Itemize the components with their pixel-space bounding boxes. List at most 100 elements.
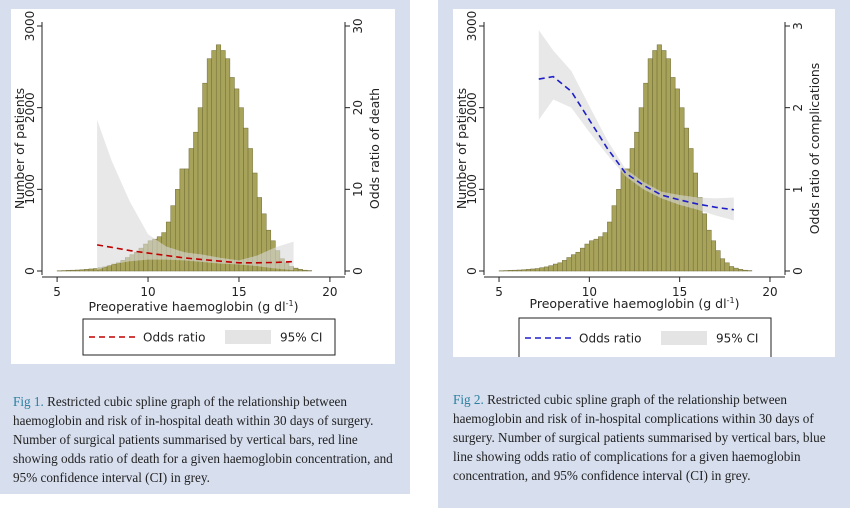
histogram-bar: [229, 77, 235, 272]
histogram-bar: [706, 229, 712, 272]
histogram-bar: [670, 77, 676, 272]
y-right-axis-title: Odds ratio of death: [367, 88, 382, 209]
x-tick-label: 20: [322, 285, 337, 299]
figure-2-panel: 5 10 15 20 0 1000 2000 3000 0 1 2 3 Number of patien…: [438, 0, 850, 508]
histogram-bar: [729, 266, 735, 272]
histogram-bar: [580, 247, 586, 272]
histogram-bar: [679, 107, 685, 272]
histogram-bar: [724, 262, 730, 272]
histogram-bar: [548, 265, 554, 272]
histogram-bar: [543, 266, 549, 272]
histogram-bar: [211, 50, 217, 272]
y-left-tick-label: 1000: [465, 174, 479, 205]
histogram-bar: [512, 269, 518, 272]
y-right-tick-label: 0: [791, 267, 805, 275]
histogram-bar: [88, 268, 94, 272]
histogram-bar: [593, 238, 599, 272]
figure-1-caption-text: Restricted cubic spline graph of the rel…: [13, 394, 393, 485]
histogram-bar: [115, 262, 121, 272]
ci-band: [97, 119, 294, 271]
legend-ci-swatch: [661, 331, 707, 345]
histogram-bar: [711, 240, 717, 272]
histogram-bar: [106, 265, 112, 272]
legend-odds-ratio-label: Odds ratio: [579, 332, 641, 346]
histogram-bar: [620, 168, 626, 272]
y-right-tick-label: 3: [791, 22, 805, 30]
y-right-tick-label: 20: [351, 100, 365, 115]
y-left-axis-title: Number of patients: [454, 88, 469, 209]
y-right-tick-label: 10: [351, 182, 365, 197]
histogram-bar: [611, 205, 617, 272]
x-tick-label: 20: [762, 285, 777, 299]
histogram-bar: [243, 127, 249, 272]
figure-2-caption: Fig 2. Restricted cubic spline graph of …: [453, 390, 841, 485]
histogram-bar: [616, 189, 622, 272]
legend-ci-swatch: [225, 330, 271, 344]
legend-ci-label: 95% CI: [716, 332, 758, 346]
histogram-bar: [552, 263, 558, 272]
histogram-bar: [202, 82, 208, 272]
histogram-bar: [193, 131, 199, 272]
figure-2-chart: 5 10 15 20 0 1000 2000 3000 0 1 2 3 Number of patien…: [454, 11, 822, 357]
histogram-bar: [539, 267, 545, 272]
histogram-bar: [688, 148, 694, 272]
histogram-bar: [70, 269, 76, 272]
histogram-bar: [302, 269, 308, 272]
histogram-bar: [665, 58, 671, 272]
x-tick-label: 10: [140, 285, 155, 299]
histogram-bar: [602, 232, 608, 272]
histogram-bar: [566, 257, 572, 272]
y-right-tick-label: 0: [351, 267, 365, 275]
y-left-tick-label: 1000: [23, 174, 37, 205]
histogram-bar: [220, 50, 226, 272]
histogram-bar: [720, 258, 726, 272]
x-tick-label: 10: [582, 285, 597, 299]
y-left-tick-label: 0: [465, 267, 479, 275]
histogram-bar: [557, 262, 563, 272]
histogram-bar: [247, 148, 253, 272]
odds-ratio-line: [96, 244, 294, 264]
y-right-tick-label: 1: [791, 186, 805, 194]
histogram-bar: [598, 236, 604, 272]
y-left-tick-label: 2000: [23, 92, 37, 123]
figure-1-caption-label: Fig 1.: [13, 394, 44, 409]
ci-band: [538, 30, 734, 221]
y-left-axis-title: Number of patients: [12, 88, 27, 209]
histogram-bar: [715, 250, 721, 272]
histogram-bars: [56, 44, 312, 272]
histogram-bar: [742, 269, 748, 272]
histogram-bar: [206, 58, 212, 272]
histogram-bar: [638, 107, 644, 272]
histogram-bar: [225, 58, 231, 272]
histogram-bar: [234, 88, 240, 272]
x-axis-title: Preoperative haemoglobin (g dl-1): [530, 296, 740, 311]
histogram-bar: [656, 44, 662, 272]
histogram-bar: [701, 213, 707, 272]
histogram-bar: [584, 243, 590, 272]
histogram-bar: [297, 269, 303, 272]
histogram-bar: [692, 172, 698, 272]
histogram-bar: [516, 269, 522, 272]
histogram-bar: [575, 251, 581, 272]
histogram-bar: [625, 168, 631, 272]
histogram-bar: [188, 148, 194, 272]
histogram-bar: [75, 269, 81, 272]
histogram-bar: [507, 270, 513, 272]
figure-2-caption-label: Fig 2.: [453, 392, 484, 407]
legend: Odds ratio 95% CI: [518, 317, 772, 357]
x-tick-label: 15: [672, 285, 687, 299]
histogram-bar: [571, 254, 577, 272]
figure-1-chart: 5 10 15 20 0 1000 2000 3000 0 10 20 30 Number of pat…: [12, 11, 382, 356]
histogram-bar: [674, 88, 680, 272]
histogram-bar: [165, 221, 172, 272]
histogram-bar: [65, 270, 71, 272]
histogram-bar: [215, 44, 222, 272]
y-right-tick-label: 30: [351, 18, 365, 33]
x-tick-label: 5: [495, 285, 503, 299]
histogram-bar: [647, 58, 653, 272]
histogram-bar: [197, 107, 203, 272]
histogram-bar: [111, 263, 117, 272]
y-left-tick-label: 3000: [23, 11, 37, 42]
histogram-bar: [79, 269, 85, 272]
histogram-bar: [634, 131, 640, 272]
